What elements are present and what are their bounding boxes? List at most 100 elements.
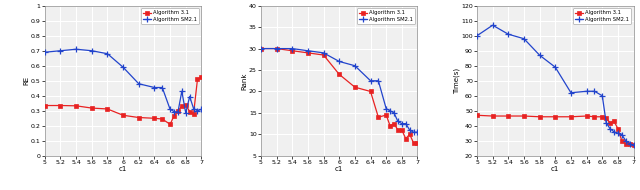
Algorithm SM2.1 [367,80,374,82]
Algorithm SM2.1 [489,24,497,26]
Algorithm SM2.1 [320,52,328,54]
Algorithm SM2.1 [622,140,630,142]
Algorithm SM2.1 [41,51,49,53]
Algorithm SM2.1 [174,111,182,113]
Algorithm SM2.1 [413,131,421,133]
X-axis label: c1: c1 [119,166,127,172]
Algorithm SM2.1 [618,134,626,136]
Algorithm SM2.1 [520,38,528,40]
Algorithm SM2.1 [567,92,575,94]
Line: Algorithm 3.1: Algorithm 3.1 [44,75,203,126]
Algorithm 3.1 [406,133,413,135]
Algorithm SM2.1 [335,60,343,63]
Algorithm 3.1 [72,105,80,107]
Algorithm 3.1 [182,104,189,106]
Y-axis label: Rank: Rank [241,72,248,89]
Legend: Algorithm 3.1, Algorithm SM2.1: Algorithm 3.1, Algorithm SM2.1 [573,8,631,24]
Algorithm SM2.1 [410,131,417,133]
Algorithm 3.1 [374,116,382,118]
Algorithm SM2.1 [591,90,598,92]
Algorithm 3.1 [387,125,394,127]
Algorithm 3.1 [382,114,390,116]
Algorithm SM2.1 [626,143,634,145]
Algorithm SM2.1 [182,112,189,114]
Algorithm 3.1 [194,78,202,80]
Algorithm SM2.1 [351,65,358,67]
Algorithm 3.1 [504,115,512,117]
Algorithm SM2.1 [135,83,143,85]
Algorithm 3.1 [567,116,575,118]
Algorithm 3.1 [626,143,634,145]
Algorithm SM2.1 [602,122,610,124]
Algorithm SM2.1 [552,66,559,68]
Algorithm 3.1 [170,115,178,117]
Algorithm SM2.1 [189,107,197,110]
Algorithm 3.1 [289,50,296,52]
Line: Algorithm 3.1: Algorithm 3.1 [259,47,419,144]
Algorithm SM2.1 [390,112,398,114]
Algorithm 3.1 [410,142,417,144]
Algorithm SM2.1 [398,123,406,125]
Algorithm 3.1 [402,138,410,140]
Algorithm SM2.1 [119,66,127,68]
Algorithm 3.1 [398,129,406,131]
Algorithm 3.1 [304,52,312,54]
Algorithm 3.1 [536,116,543,118]
Algorithm 3.1 [598,116,606,118]
Algorithm SM2.1 [382,108,390,110]
Algorithm SM2.1 [394,120,402,123]
Algorithm 3.1 [602,117,610,120]
Algorithm 3.1 [606,122,614,124]
Algorithm SM2.1 [387,110,394,112]
Algorithm SM2.1 [610,131,618,133]
Algorithm SM2.1 [606,128,614,130]
Algorithm 3.1 [489,115,497,117]
Algorithm SM2.1 [159,86,166,89]
Algorithm 3.1 [351,86,358,88]
Algorithm 3.1 [88,107,95,109]
Y-axis label: RE: RE [24,76,29,85]
Algorithm SM2.1 [289,48,296,50]
Algorithm SM2.1 [473,35,481,37]
Algorithm 3.1 [552,116,559,118]
Y-axis label: Time(s): Time(s) [453,68,460,94]
Algorithm SM2.1 [273,48,280,50]
Algorithm 3.1 [473,114,481,116]
Algorithm 3.1 [178,105,186,107]
Algorithm 3.1 [618,140,626,142]
Algorithm 3.1 [520,115,528,117]
Algorithm 3.1 [104,108,111,110]
Algorithm SM2.1 [194,110,202,112]
Algorithm 3.1 [394,129,402,131]
Algorithm SM2.1 [504,33,512,35]
Algorithm SM2.1 [150,86,158,89]
Algorithm 3.1 [367,90,374,93]
Line: Algorithm 3.1: Algorithm 3.1 [476,114,635,147]
Algorithm 3.1 [610,120,618,122]
Algorithm 3.1 [257,48,265,50]
Algorithm 3.1 [135,116,143,119]
Algorithm SM2.1 [56,50,64,52]
Algorithm SM2.1 [614,132,622,135]
Algorithm 3.1 [413,142,421,144]
Algorithm SM2.1 [257,48,265,50]
Algorithm 3.1 [198,76,205,78]
Algorithm SM2.1 [406,129,413,131]
Algorithm SM2.1 [304,50,312,52]
Legend: Algorithm 3.1, Algorithm SM2.1: Algorithm 3.1, Algorithm SM2.1 [141,8,199,24]
Algorithm 3.1 [614,128,622,130]
Algorithm 3.1 [166,123,174,125]
Algorithm SM2.1 [402,123,410,125]
Algorithm SM2.1 [170,110,178,113]
Algorithm SM2.1 [186,95,193,98]
Algorithm SM2.1 [630,144,637,146]
Algorithm SM2.1 [374,80,382,82]
Algorithm 3.1 [273,48,280,50]
Algorithm 3.1 [390,123,398,125]
Legend: Algorithm 3.1, Algorithm SM2.1: Algorithm 3.1, Algorithm SM2.1 [357,8,415,24]
Algorithm 3.1 [159,118,166,120]
Algorithm 3.1 [591,116,598,118]
Algorithm 3.1 [56,104,64,107]
Algorithm 3.1 [335,73,343,75]
X-axis label: c1: c1 [551,166,559,172]
